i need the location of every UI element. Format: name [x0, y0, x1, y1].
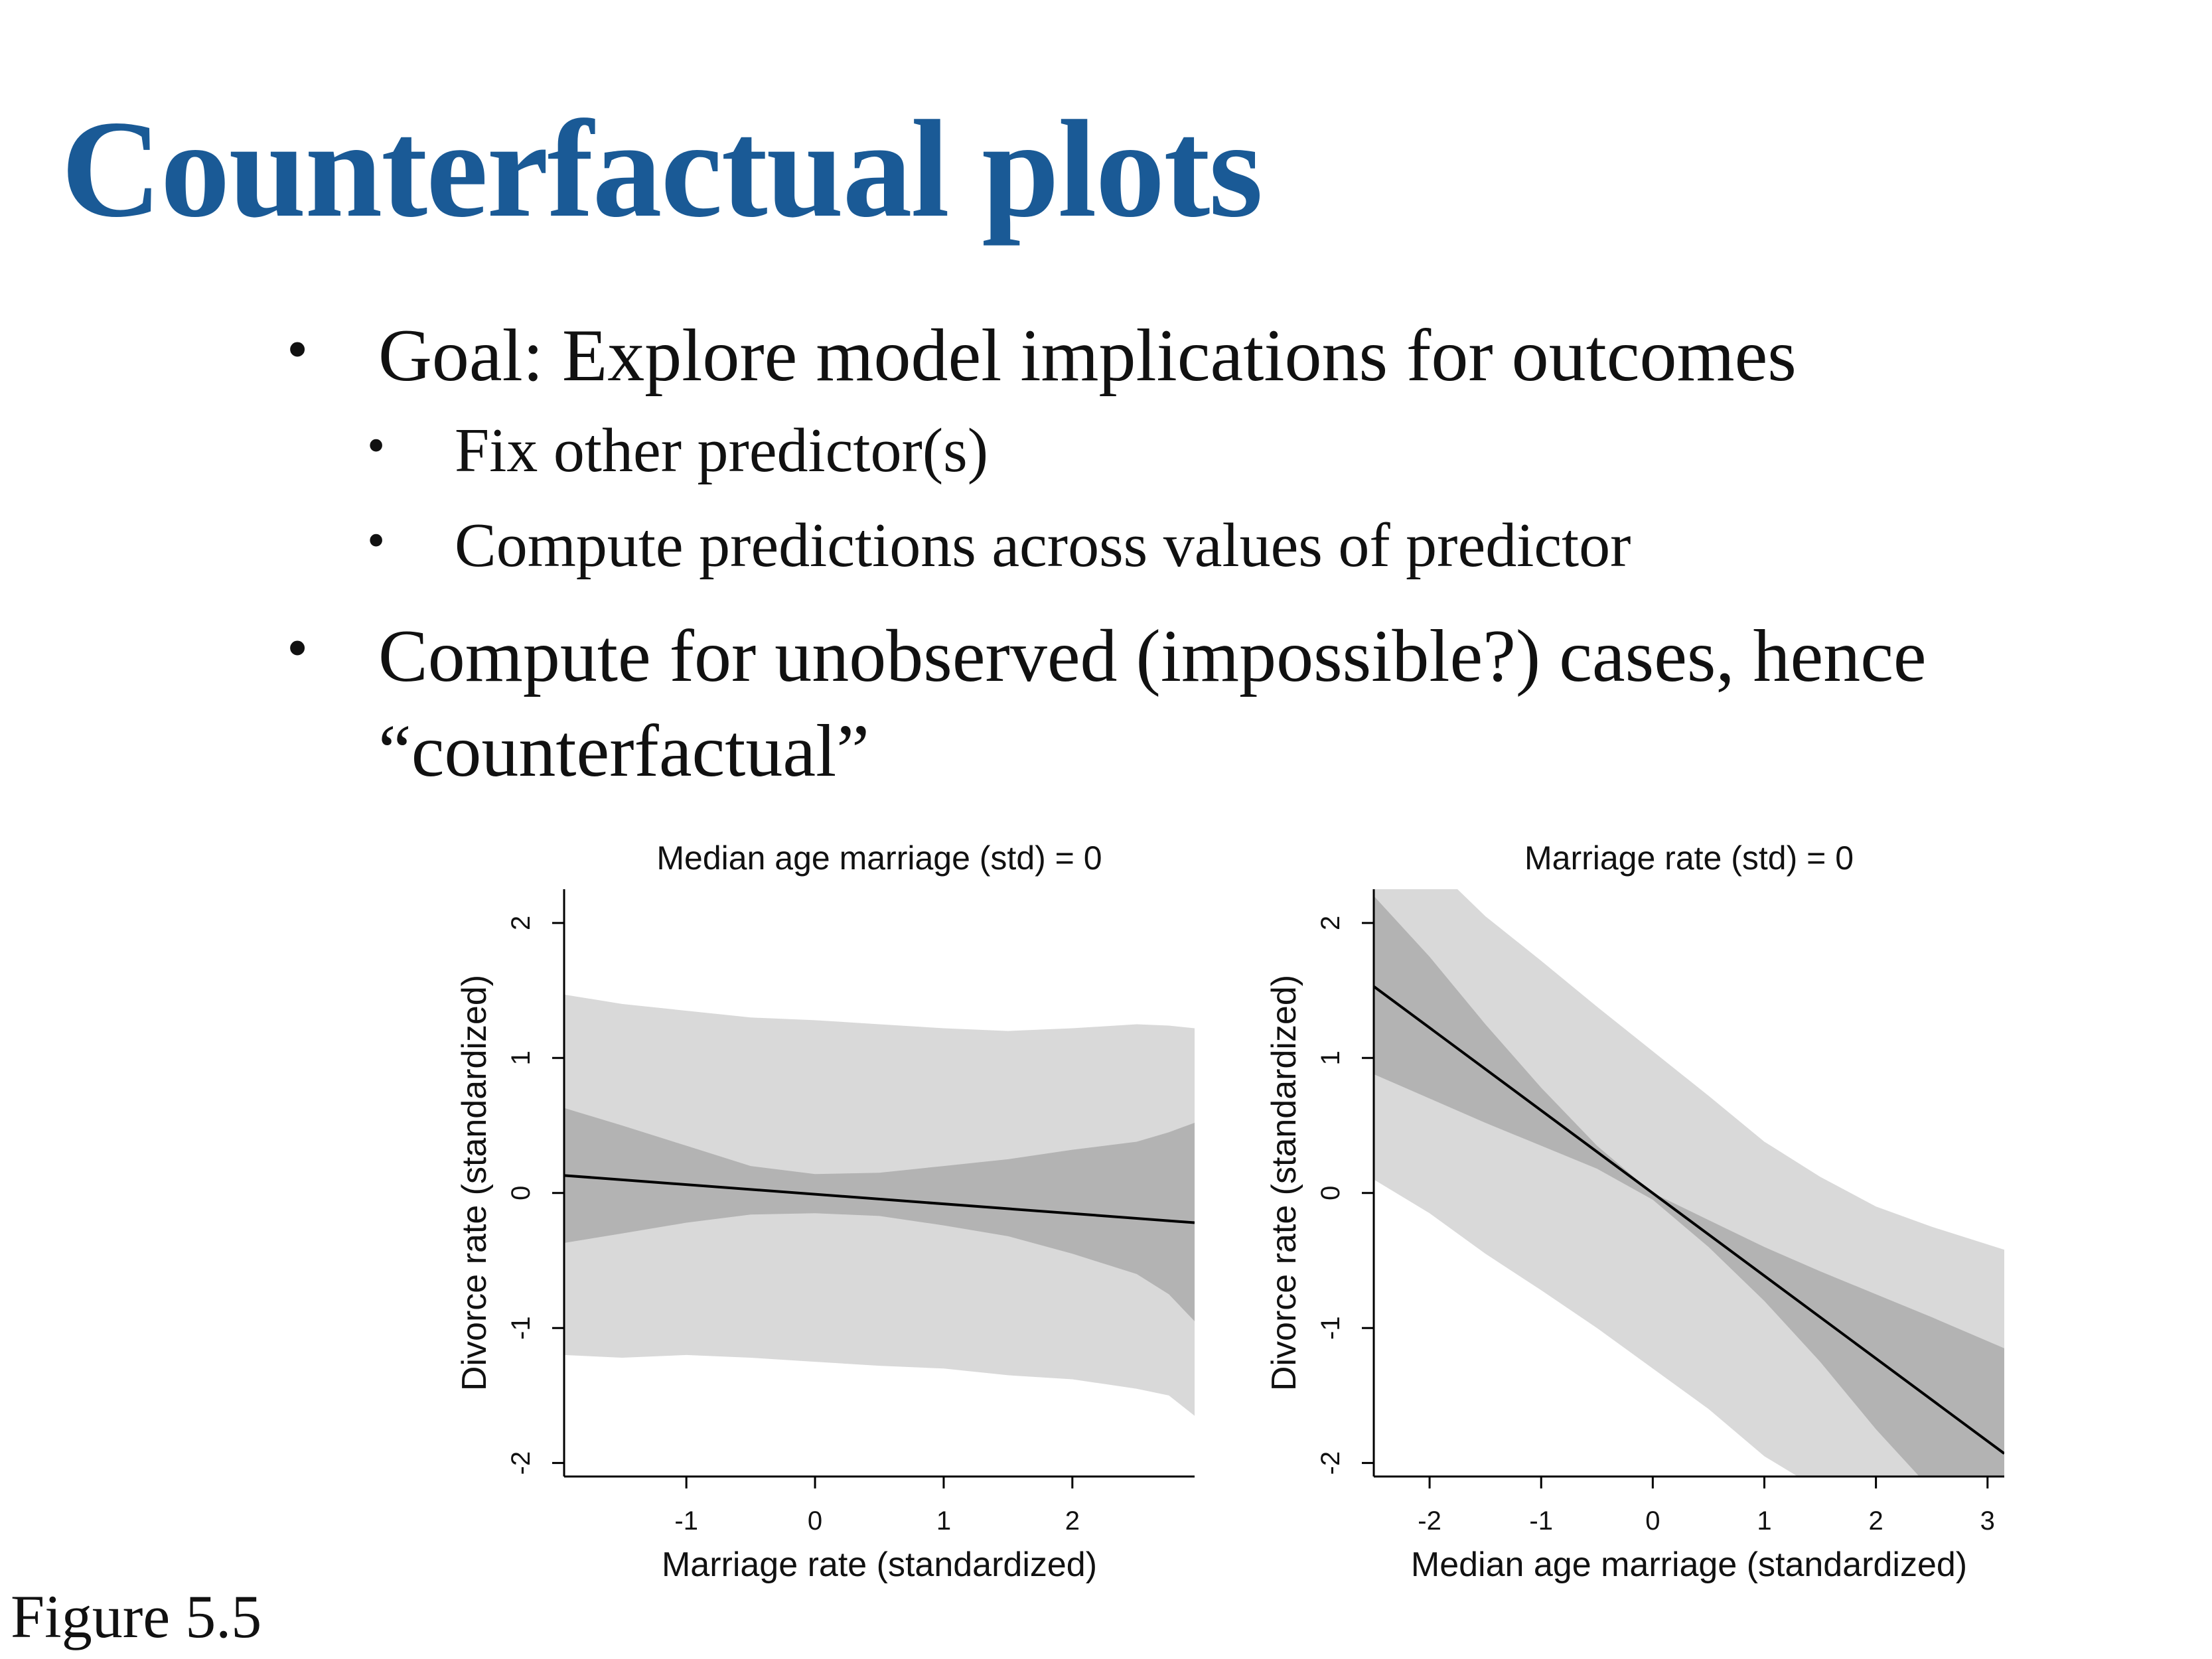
y-tick-label: -1	[1316, 1316, 1345, 1340]
bullet-dot: •	[367, 511, 386, 569]
y-tick-label: -2	[1316, 1451, 1345, 1475]
x-tick-label: -2	[1418, 1506, 1441, 1536]
bullet-text: Compute predictions across values of pre…	[455, 511, 1631, 580]
y-tick-label: -1	[506, 1316, 536, 1340]
x-tick-label: 2	[1065, 1506, 1080, 1536]
subbullet-compute: • Compute predictions across values of p…	[367, 511, 1631, 580]
bullet-text: Goal: Explore model implications for out…	[378, 315, 1797, 397]
y-tick-label: 2	[1316, 916, 1345, 930]
mean-regression-line	[1374, 985, 2004, 1455]
panel-title: Marriage rate (std) = 0	[1524, 839, 1854, 877]
bullet-goal: • Goal: Explore model implications for o…	[287, 319, 1797, 393]
x-tick-label: 3	[1980, 1506, 1995, 1536]
x-tick-label: -1	[674, 1506, 698, 1536]
y-tick-label: 2	[506, 916, 536, 930]
x-tick-label: -1	[1529, 1506, 1553, 1536]
bullet-dot: •	[367, 416, 386, 474]
inner-interval-band	[1374, 896, 2004, 1477]
y-axis-label: Divorce rate (standardized)	[1265, 975, 1303, 1391]
x-axis-label: Marriage rate (standardized)	[662, 1546, 1097, 1584]
x-tick-label: 1	[1757, 1506, 1771, 1536]
y-tick-label: -2	[506, 1451, 536, 1475]
x-tick-label: 2	[1869, 1506, 1883, 1536]
panel-title: Median age marriage (std) = 0	[656, 839, 1102, 877]
y-tick-label: 0	[506, 1186, 536, 1200]
y-axis-label: Divorce rate (standardized)	[455, 975, 494, 1391]
x-tick-label: 0	[808, 1506, 822, 1536]
figure-caption: Figure 5.5	[11, 1583, 262, 1650]
x-tick-label: 1	[936, 1506, 951, 1536]
x-tick-label: 0	[1645, 1506, 1660, 1536]
mean-regression-line	[564, 1174, 1195, 1224]
subbullet-fix: • Fix other predictor(s)	[367, 416, 989, 485]
bullet-dot: •	[287, 614, 309, 682]
x-axis-label: Median age marriage (standardized)	[1411, 1546, 1967, 1584]
bullet-text: Compute for unobserved (impossible?) cas…	[378, 615, 1927, 793]
bullet-counterfactual: • Compute for unobserved (impossible?) c…	[287, 609, 2037, 800]
y-tick-label: 1	[506, 1050, 536, 1065]
y-tick-label: 0	[1316, 1186, 1345, 1200]
y-tick-label: 1	[1316, 1050, 1345, 1065]
bullet-dot: •	[287, 315, 309, 383]
inner-interval-band	[564, 1108, 1195, 1322]
bullet-text: Fix other predictor(s)	[455, 416, 989, 485]
slide-title: Counterfactual plots	[61, 92, 1263, 246]
